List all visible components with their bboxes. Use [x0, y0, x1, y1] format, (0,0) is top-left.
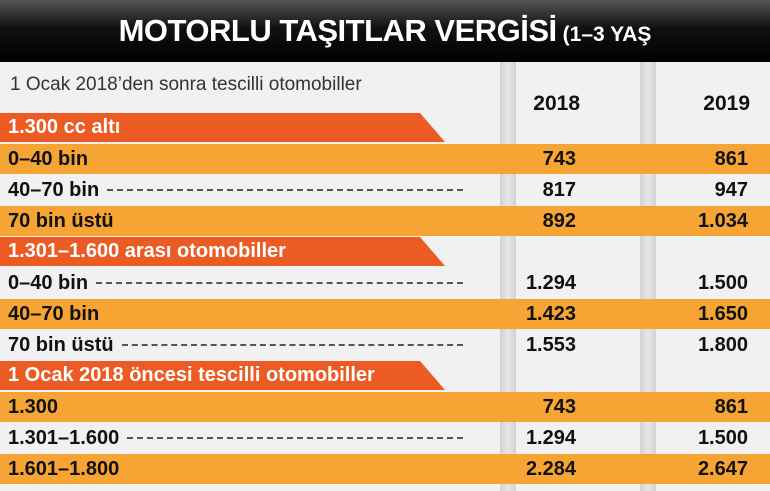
column-header: 2019 — [703, 92, 750, 115]
row-label: 1.601–1.800 — [8, 457, 120, 480]
table-row: 70 bin üstü 1.553 1.800 — [0, 330, 770, 360]
row-label-cell: 1.601–1.800 — [8, 454, 463, 484]
title: MOTORLU TAŞITLAR VERGİSİ — [118, 13, 558, 48]
value-2019: 1.800 — [697, 334, 748, 356]
column-header: 2018 — [533, 92, 580, 115]
row-label: 1.301–1.600 — [8, 426, 120, 449]
value-2019: 861 — [714, 148, 748, 170]
table-row: 0–40 bin 1.294 1.500 — [0, 268, 770, 298]
row-label: 1.300 — [8, 395, 59, 418]
dashed-leader — [121, 344, 463, 346]
dashed-leader — [107, 189, 463, 191]
row-label: 0–40 bin — [8, 271, 89, 294]
table-row: 1.300 743 861 — [0, 392, 770, 422]
table-row: 40–70 bin 1.423 1.650 — [0, 299, 770, 329]
title-bar: MOTORLU TAŞITLAR VERGİSİ (1–3 YAŞ — [0, 0, 770, 62]
row-label: 70 bin üstü — [8, 333, 114, 356]
value-2018: 743 — [542, 396, 576, 418]
value-2019: 2.647 — [697, 458, 748, 480]
value-2018: 892 — [542, 210, 576, 232]
row-label-cell: 1.301–1.600 — [8, 423, 463, 453]
value-2018: 817 — [542, 179, 576, 201]
title-note: (1–3 YAŞ — [562, 23, 652, 46]
row-label: 40–70 bin — [8, 302, 100, 325]
table-row: 0–40 bin 743 861 — [0, 144, 770, 174]
value-2018: 2.284 — [525, 458, 576, 480]
value-2018: 1.553 — [525, 334, 576, 356]
value-2019: 1.650 — [697, 303, 748, 325]
value-2018: 743 — [542, 148, 576, 170]
value-2018: 1.423 — [525, 303, 576, 325]
subtitle: 1 Ocak 2018’den sonra tescilli otomobill… — [10, 74, 362, 95]
row-label-cell: 0–40 bin — [8, 268, 463, 298]
section-header: 1.301–1.600 arası otomobiller — [0, 237, 445, 266]
dashed-leader — [96, 282, 463, 284]
section-header: 1.300 cc altı — [0, 113, 445, 142]
value-2019: 947 — [714, 179, 748, 201]
row-label: 70 bin üstü — [8, 209, 114, 232]
table-row: 1.601–1.800 2.284 2.647 — [0, 454, 770, 484]
table-row: 1.301–1.600 1.294 1.500 — [0, 423, 770, 453]
value-2018: 1.294 — [525, 272, 576, 294]
value-2019: 1.500 — [697, 427, 748, 449]
row-label-cell: 1.300 — [8, 392, 463, 422]
dashed-leader — [127, 437, 463, 439]
row-label-cell: 40–70 bin — [8, 175, 463, 205]
row-label-cell: 70 bin üstü — [8, 330, 463, 360]
value-2019: 1.500 — [697, 272, 748, 294]
table-row: 70 bin üstü 892 1.034 — [0, 206, 770, 236]
value-2019: 861 — [714, 396, 748, 418]
row-label-cell: 0–40 bin — [8, 144, 463, 174]
table-row: 40–70 bin 817 947 — [0, 175, 770, 205]
value-2019: 1.034 — [697, 210, 748, 232]
row-label: 40–70 bin — [8, 178, 100, 201]
value-2018: 1.294 — [525, 427, 576, 449]
row-label: 0–40 bin — [8, 147, 89, 170]
row-label-cell: 40–70 bin — [8, 299, 463, 329]
row-label-cell: 70 bin üstü — [8, 206, 463, 236]
section-header: 1 Ocak 2018 öncesi tescilli otomobiller — [0, 361, 445, 390]
